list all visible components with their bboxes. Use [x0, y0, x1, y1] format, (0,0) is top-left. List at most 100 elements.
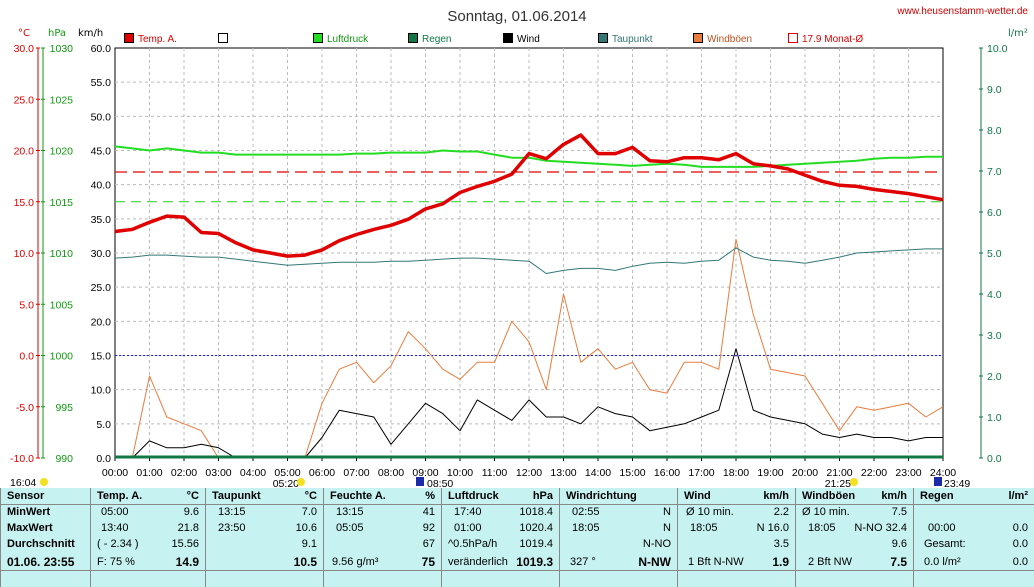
hour-tick-label: 17:00 — [688, 467, 714, 479]
hour-tick-label: 13:00 — [550, 467, 576, 479]
legend-label-5: Taupunkt — [612, 34, 653, 45]
col-wind: Wind km/h Ø 10 min. 2.2 18:05 N 16.0 3.5… — [677, 488, 795, 587]
site-url[interactable]: www.heusenstamm-wetter.de — [897, 6, 1028, 17]
hour-tick-label: 21:00 — [826, 467, 852, 479]
label-max: MaxWert — [7, 522, 53, 534]
col-dewpoint: Taupunkt °C 13:15 7.0 23:50 10.6 9.1 10.… — [205, 488, 323, 587]
hour-tick-label: 12:00 — [516, 467, 542, 479]
speed-tick-label: 40.0 — [91, 180, 112, 192]
press-tick-label: 1010 — [50, 248, 74, 260]
press-tick-label: 1000 — [50, 351, 74, 363]
speed-tick-label: 50.0 — [91, 111, 112, 123]
press-tick-label: 990 — [55, 453, 73, 465]
rain-tick-label: 4.0 — [987, 289, 1002, 301]
legend-swatch-4 — [503, 33, 513, 43]
temp-tick-label: 10.0 — [14, 248, 35, 260]
speed-tick-label: 15.0 — [91, 351, 112, 363]
moon-icon — [416, 477, 424, 486]
speed-tick-label: 0.0 — [96, 453, 111, 465]
rain-tick-label: 9.0 — [987, 84, 1002, 96]
col-humidity: Feuchte A. % 13:15 41 05:05 92 67 9.56 g… — [323, 488, 441, 587]
hour-tick-label: 06:00 — [309, 467, 335, 479]
hour-tick-label: 18:00 — [723, 467, 749, 479]
chart-title: Sonntag, 01.06.2014 — [447, 8, 586, 25]
hour-tick-label: 07:00 — [343, 467, 369, 479]
hour-tick-label: 08:00 — [378, 467, 404, 479]
speed-unit-label: km/h — [78, 28, 103, 39]
legend-swatch-3 — [408, 33, 418, 43]
temp-tick-label: -5.0 — [16, 402, 34, 414]
hour-tick-label: 09:00 — [412, 467, 438, 479]
hour-tick-label: 00:00 — [102, 467, 128, 479]
legend-swatch-6 — [693, 33, 703, 43]
speed-tick-label: 60.0 — [91, 43, 112, 55]
rain-tick-label: 6.0 — [987, 207, 1002, 219]
rain-unit-label: l/m² — [1008, 28, 1028, 39]
legend-swatch-1 — [218, 33, 228, 43]
stats-table: Sensor MinWert MaxWert Durchschnitt 01.0… — [0, 488, 1034, 587]
speed-tick-label: 20.0 — [91, 316, 112, 328]
hour-tick-label: 23:00 — [895, 467, 921, 479]
hour-tick-label: 19:00 — [757, 467, 783, 479]
press-tick-label: 1005 — [50, 299, 74, 311]
hour-tick-label: 11:00 — [482, 467, 508, 479]
col-rain: Regen l/m² 00:00 0.0 Gesamt: 0.0 0.0 l/m… — [913, 488, 1034, 587]
sunrise-label: 05:20 — [273, 478, 299, 488]
label-avg: Durchschnitt — [7, 538, 75, 550]
press-tick-label: 995 — [55, 402, 73, 414]
legend-label-7: 17.9 Monat-Ø — [802, 34, 863, 45]
hour-tick-label: 04:00 — [240, 467, 266, 479]
speed-tick-label: 10.0 — [91, 385, 112, 397]
hour-tick-label: 24:00 — [930, 467, 956, 479]
legend-label-2: Luftdruck — [327, 34, 369, 45]
rain-tick-label: 2.0 — [987, 371, 1002, 383]
temp-tick-label: 25.0 — [14, 94, 35, 106]
temp-tick-label: 30.0 — [14, 43, 35, 55]
pressure-series-line — [114, 145, 943, 168]
label-sensor: Sensor — [7, 490, 45, 502]
press-tick-label: 1015 — [50, 197, 74, 209]
rain-tick-label: 1.0 — [987, 412, 1002, 424]
press-tick-label: 1025 — [50, 94, 74, 106]
moon1-label: 08:50 — [427, 478, 453, 488]
legend-label-6: Windböen — [707, 34, 752, 45]
hour-tick-label: 16:00 — [654, 467, 680, 479]
rain-tick-label: 0.0 — [987, 453, 1002, 465]
temp-tick-label: 0.0 — [19, 351, 34, 363]
sunset-icon — [850, 478, 858, 486]
col-gusts: Windböen km/h Ø 10 min. 7.5 18:05 N-NO 3… — [795, 488, 913, 587]
col-pressure: Luftdruck hPa 17:40 1018.4 01:00 1020.4 … — [441, 488, 559, 587]
label-current: 01.06. 23:55 — [7, 555, 75, 569]
dewpoint-series-line — [114, 247, 943, 274]
rain-tick-label: 10.0 — [987, 43, 1008, 55]
rain-tick-label: 5.0 — [987, 248, 1002, 260]
hour-tick-label: 10:00 — [447, 467, 473, 479]
moon-icon — [934, 477, 942, 486]
temperature-series-line — [114, 133, 944, 258]
speed-tick-label: 45.0 — [91, 146, 112, 158]
hour-tick-label: 03:00 — [205, 467, 231, 479]
press-unit-label: hPa — [48, 28, 66, 39]
sun-icon — [40, 478, 48, 486]
speed-tick-label: 30.0 — [91, 248, 112, 260]
weather-chart: Sonntag, 01.06.2014 °C hPa km/h l/m² Temp. A.… — [10, 8, 1028, 488]
hour-tick-label: 22:00 — [861, 467, 887, 479]
speed-tick-label: 5.0 — [96, 419, 111, 431]
label-min: MinWert — [7, 506, 51, 518]
legend-swatch-2 — [313, 33, 323, 43]
hour-tick-label: 20:00 — [792, 467, 818, 479]
rain-tick-label: 7.0 — [987, 166, 1002, 178]
speed-tick-label: 55.0 — [91, 77, 112, 89]
temp-unit-label: °C — [18, 28, 30, 39]
legend-swatch-0 — [124, 33, 134, 43]
temp-tick-label: -10.0 — [10, 453, 34, 465]
speed-tick-label: 35.0 — [91, 214, 112, 226]
speed-tick-label: 25.0 — [91, 282, 112, 294]
legend-label-0: Temp. A. — [138, 34, 177, 45]
col-wind-direction: Windrichtung 02:55 N 18:05 N N-NO 327 ° … — [559, 488, 677, 587]
temp-tick-label: 20.0 — [14, 146, 35, 158]
rain-tick-label: 8.0 — [987, 125, 1002, 137]
hour-tick-label: 14:00 — [585, 467, 611, 479]
hour-tick-label: 02:00 — [171, 467, 197, 479]
press-tick-label: 1020 — [50, 146, 74, 158]
